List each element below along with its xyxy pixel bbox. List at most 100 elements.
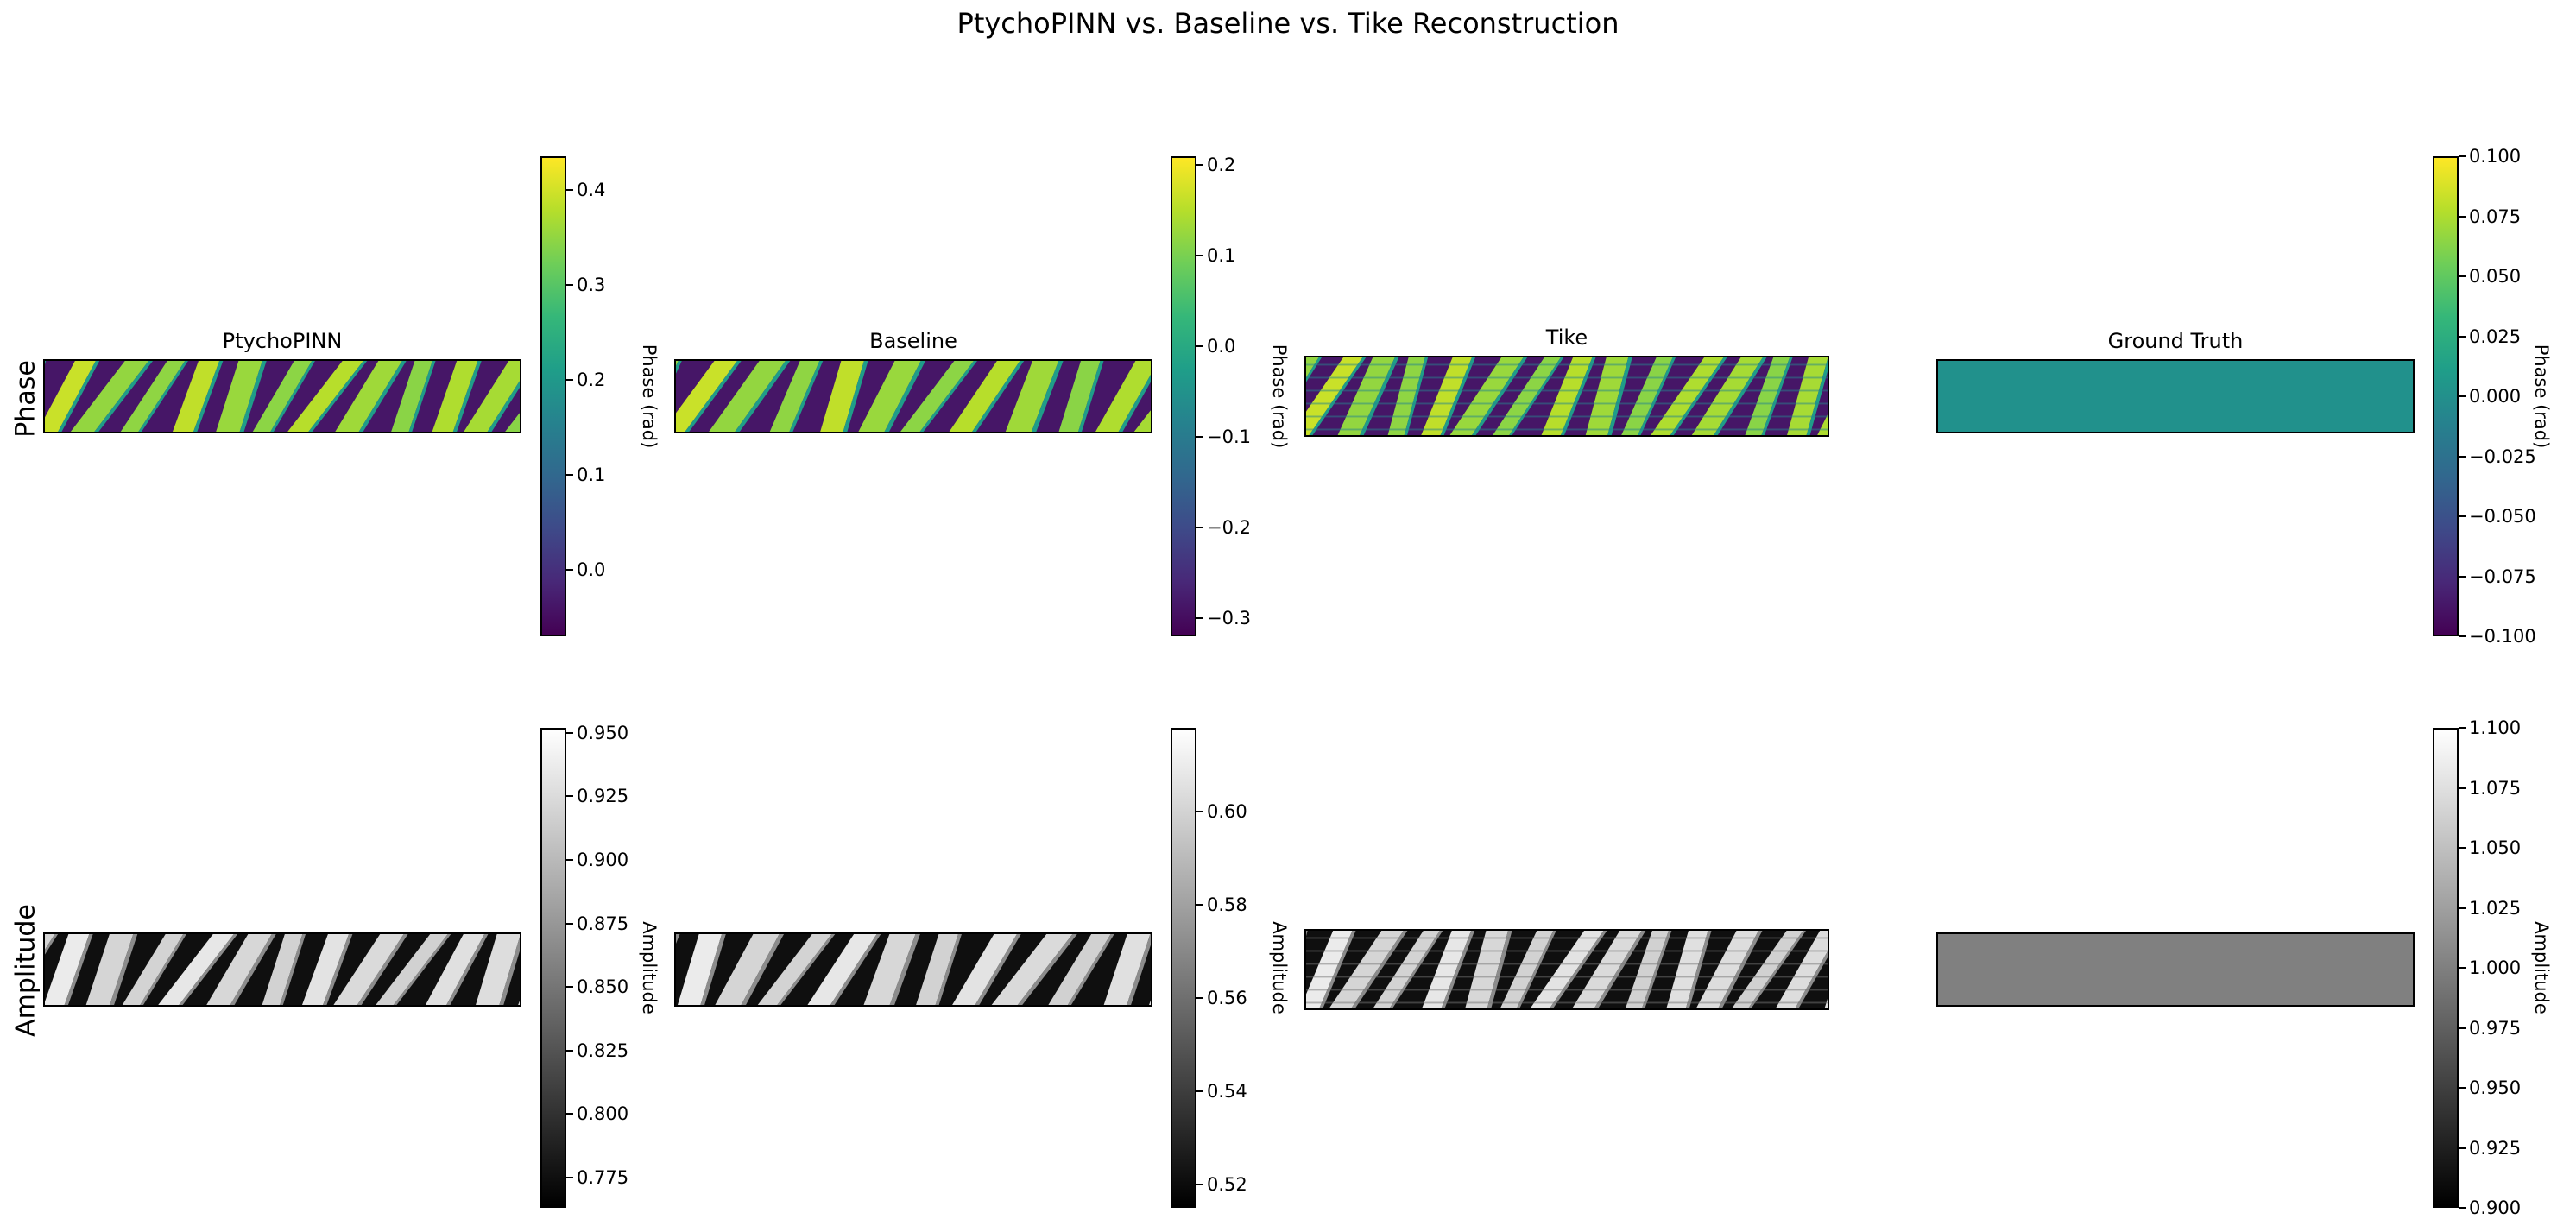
colorbar-tick-label: 0.950 bbox=[577, 722, 629, 743]
colorbar-tick-label: −0.100 bbox=[2469, 626, 2536, 647]
heatmap-stripe bbox=[45, 934, 90, 1005]
heatmap-stripe-edge bbox=[270, 361, 315, 432]
heatmap-stripe-edge bbox=[323, 934, 353, 1005]
colorbar-tick bbox=[2459, 155, 2466, 157]
colorbar-tick bbox=[566, 1049, 573, 1052]
heatmap-image bbox=[676, 934, 1151, 1005]
heatmap-image bbox=[1938, 361, 2413, 432]
colorbar-tick bbox=[1196, 997, 1203, 1000]
colorbar-tick-label: 0.950 bbox=[2469, 1077, 2522, 1098]
heatmap-image bbox=[1306, 931, 1828, 1008]
heatmap-stripe bbox=[120, 361, 186, 432]
colorbar-tick-label: −0.3 bbox=[1207, 608, 1251, 629]
colorbar-tick bbox=[1196, 617, 1203, 620]
colorbar-tick bbox=[566, 473, 573, 476]
heatmap-stripe-edge bbox=[935, 934, 962, 1005]
heatmap-stripe bbox=[1048, 934, 1111, 1005]
colorbar-tick-label: 0.025 bbox=[2469, 325, 2522, 347]
heatmap-stripe bbox=[206, 934, 272, 1005]
colorbar-tick bbox=[566, 858, 573, 861]
colorbar-tick bbox=[2459, 635, 2466, 637]
colorbar-tick-label: 0.2 bbox=[1207, 155, 1236, 176]
colorbar-tick-label: −0.1 bbox=[1207, 426, 1251, 448]
heatmap-stripe-edge bbox=[1031, 361, 1064, 432]
heatmap-stripe-edge bbox=[358, 361, 407, 432]
heatmap-stripe-edge bbox=[685, 361, 742, 432]
colorbar-tick-label: −0.025 bbox=[2469, 445, 2536, 467]
colorbar-tick-label: 0.825 bbox=[577, 1039, 629, 1061]
heatmap-phase-2 bbox=[1304, 356, 1829, 437]
heatmap-artifact-band bbox=[1306, 389, 1828, 392]
colorbar-tick-label: 0.900 bbox=[2469, 1197, 2522, 1218]
colorbar-tick-label: 0.800 bbox=[577, 1103, 629, 1125]
heatmap-stripe bbox=[172, 361, 220, 432]
heatmap-stripe bbox=[476, 934, 520, 1005]
colorbar-tick bbox=[2459, 455, 2466, 458]
colorbar-tick-label: 0.000 bbox=[2469, 386, 2522, 407]
colorbar-tick bbox=[1196, 904, 1203, 907]
heatmap-image bbox=[1938, 934, 2413, 1005]
heatmap-stripe bbox=[1149, 1000, 1151, 1005]
colorbar-tick-label: −0.050 bbox=[2469, 506, 2536, 527]
colorbar-tick bbox=[566, 1176, 573, 1178]
heatmap-stripe bbox=[900, 361, 974, 432]
colorbar-tick bbox=[1196, 164, 1203, 167]
heatmap-artifact-band bbox=[1306, 402, 1828, 405]
heatmap-stripe-edge bbox=[830, 934, 881, 1005]
colorbar-tick-label: 0.1 bbox=[1207, 245, 1236, 267]
heatmap-image bbox=[45, 934, 520, 1005]
colorbar-tick bbox=[1196, 345, 1203, 348]
colorbar-gradient bbox=[2434, 730, 2457, 1206]
colorbar-tick bbox=[2459, 727, 2466, 729]
heatmap-stripe bbox=[1005, 361, 1059, 432]
heatmap-stripe-edge bbox=[1795, 951, 1828, 1008]
heatmap-artifact-band bbox=[1306, 428, 1828, 431]
colorbar-label: Amplitude bbox=[2531, 921, 2552, 1014]
heatmap-stripe-edge bbox=[884, 361, 926, 432]
colorbar-tick-label: 0.075 bbox=[2469, 205, 2522, 227]
colorbar-tick bbox=[566, 283, 573, 286]
colorbar-tick-label: 1.025 bbox=[2469, 897, 2522, 919]
heatmap-stripe bbox=[333, 934, 404, 1005]
heatmap-artifact-band bbox=[1306, 937, 1828, 939]
heatmap-stripe-edge bbox=[193, 361, 224, 432]
heatmap-stripe bbox=[216, 361, 262, 432]
heatmap-amplitude-0 bbox=[43, 932, 521, 1007]
colorbar-tick bbox=[2459, 787, 2466, 789]
colorbar-gradient bbox=[2434, 158, 2457, 635]
colorbar-tick-label: 0.4 bbox=[577, 179, 606, 200]
heatmap-stripe bbox=[287, 361, 363, 432]
colorbar-tick bbox=[2459, 395, 2466, 397]
colorbar-tick bbox=[2459, 1087, 2466, 1089]
heatmap-stripe-edge bbox=[741, 934, 785, 1005]
heatmap-stripe bbox=[991, 934, 1073, 1005]
heatmap-stripe bbox=[949, 361, 1020, 432]
heatmap-stripe bbox=[952, 934, 1017, 1005]
heatmap-stripe bbox=[676, 361, 737, 432]
colorbar-tick bbox=[1196, 1090, 1203, 1093]
colorbar-gradient bbox=[1172, 730, 1195, 1206]
heatmap-stripe-edge bbox=[735, 361, 791, 432]
colorbar-tick bbox=[2459, 1207, 2466, 1209]
heatmap-stripe-edge bbox=[179, 934, 238, 1005]
heatmap-stripe-edge bbox=[700, 934, 726, 1005]
colorbar-fill bbox=[542, 158, 565, 635]
heatmap-artifact-band bbox=[1306, 1001, 1828, 1004]
heatmap-stripe-edge bbox=[1017, 934, 1077, 1005]
colorbar-tick-label: 0.52 bbox=[1207, 1174, 1247, 1195]
colorbar-gradient bbox=[1172, 158, 1195, 635]
heatmap-artifact-band bbox=[1306, 376, 1828, 379]
heatmap-stripe-edge bbox=[230, 934, 276, 1005]
colorbar-label: Amplitude bbox=[1269, 921, 1290, 1014]
heatmap-stripe-edge bbox=[499, 937, 520, 1005]
colorbar-tick bbox=[1196, 255, 1203, 257]
colorbar-tick bbox=[566, 188, 573, 191]
heatmap-artifact-band bbox=[1306, 989, 1828, 991]
heatmap-artifact-band bbox=[1306, 976, 1828, 978]
colorbar-tick-label: 0.925 bbox=[2469, 1137, 2522, 1159]
colorbar bbox=[540, 728, 566, 1208]
colorbar-tick bbox=[2459, 967, 2466, 969]
heatmap-stripe-edge bbox=[1078, 361, 1104, 432]
heatmap-stripe bbox=[807, 934, 877, 1005]
colorbar-tick-label: 0.775 bbox=[577, 1166, 629, 1188]
